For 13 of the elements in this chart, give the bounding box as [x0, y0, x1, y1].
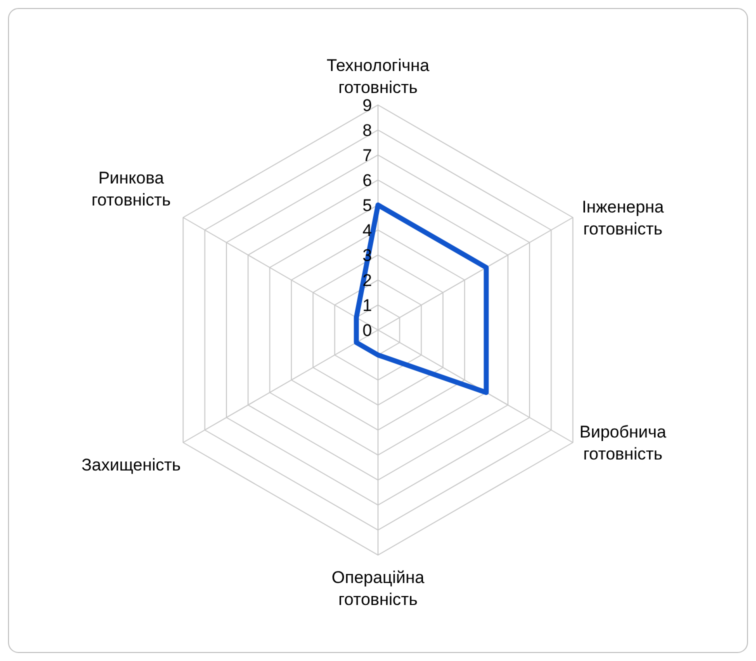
spoke-label: Виробнича готовність	[580, 422, 667, 464]
spoke-label: Технологічна готовність	[326, 56, 430, 97]
y-tick-label: 6	[362, 170, 372, 190]
y-tick-label: 5	[362, 196, 372, 215]
spoke-label: Інженерна готовність	[582, 198, 664, 238]
y-tick-label: 0	[362, 320, 372, 340]
y-tick-label: 9	[362, 96, 372, 115]
y-tick-label: 8	[362, 120, 372, 140]
spoke-label: Захищеність	[82, 456, 181, 474]
spoke-label: Операційна готовність	[332, 568, 425, 609]
y-tick-label: 1	[362, 296, 372, 315]
spoke-label: Ринкова готовність	[91, 168, 171, 210]
y-tick-label: 7	[362, 146, 372, 165]
